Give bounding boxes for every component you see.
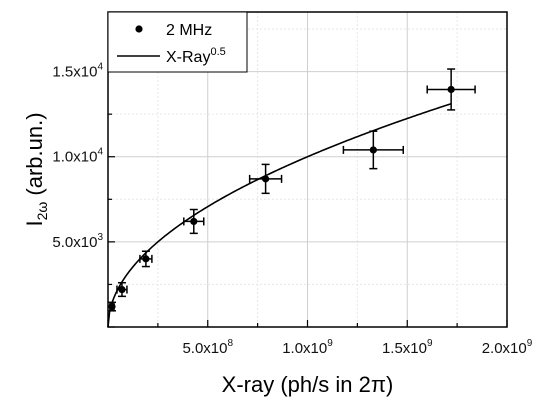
legend-label-fit: X-Ray0.5 [166, 46, 226, 66]
y-axis-title: I2ω (arb.un.) [22, 112, 50, 226]
y-axis-title-sub: 2ω [34, 202, 50, 221]
point-marker [118, 285, 126, 294]
point-marker [108, 302, 116, 311]
x-tick-mantissa: 2.0x10 [482, 340, 527, 357]
x-axis-title: X-ray (ph/s in 2π) [222, 372, 394, 397]
fit-curve-layer [107, 102, 452, 328]
x-tick-mantissa: 5.0x10 [182, 340, 227, 357]
x-axis-title-main: X-ray (ph/s in 2 [222, 372, 371, 397]
x-tick-mantissa: 1.5x10 [382, 340, 427, 357]
data-point [139, 250, 153, 268]
y-tick-exponent: 3 [97, 232, 103, 243]
x-tick-label: 5.0x108 [182, 338, 233, 357]
x-tick-label: 1.5x109 [382, 338, 433, 357]
y-tick-label: 5.0x103 [52, 232, 103, 251]
y-tick-label: 1.5x104 [52, 62, 103, 81]
y-tick-mantissa: 5.0x10 [52, 234, 97, 251]
x-tick-label: 2.0x109 [482, 338, 533, 357]
legend-label-fit-exp: 0.5 [210, 46, 225, 58]
fit-curve [107, 102, 452, 328]
y-tick-exponent: 4 [97, 147, 103, 158]
y-axis-title-unit: (arb.un.) [22, 112, 47, 201]
x-tick-label: 1.0x109 [282, 338, 333, 357]
y-axis-title-main: I [22, 220, 47, 226]
y-tick-mantissa: 1.0x10 [52, 149, 97, 166]
x-tick-exponent: 9 [527, 338, 533, 349]
data-point [107, 301, 116, 312]
point-marker [190, 217, 198, 226]
point-marker [447, 85, 455, 94]
x-axis-title-close: ) [386, 372, 393, 397]
x-axis-title-greek: π [371, 372, 386, 397]
x-tick-exponent: 9 [427, 338, 433, 349]
data-points-layer [107, 68, 476, 312]
point-marker [142, 255, 150, 263]
legend: 2 MHz X-Ray0.5 [107, 11, 248, 73]
legend-marker-points [135, 25, 143, 33]
y-tick-mantissa: 1.5x10 [52, 64, 97, 81]
legend-label-points: 2 MHz [166, 22, 212, 39]
grid-lines [108, 12, 507, 327]
point-marker [262, 175, 270, 183]
x-tick-mantissa: 1.0x10 [282, 340, 327, 357]
data-point [342, 130, 405, 170]
x-tick-exponent: 8 [227, 338, 233, 349]
data-point [248, 163, 283, 195]
y-tick-label: 1.0x104 [52, 147, 103, 166]
point-marker [369, 146, 377, 154]
legend-label-fit-main: X-Ray [166, 49, 210, 66]
x-tick-exponent: 9 [327, 338, 333, 349]
legend-box [107, 11, 248, 73]
y-tick-exponent: 4 [97, 62, 103, 73]
axis-ticks: 5.0x108 1.0x109 1.5x109 2.0x1095.0x1031.0x1… [52, 28, 533, 357]
data-point [116, 281, 128, 298]
data-point [183, 208, 205, 235]
data-point [426, 68, 476, 111]
